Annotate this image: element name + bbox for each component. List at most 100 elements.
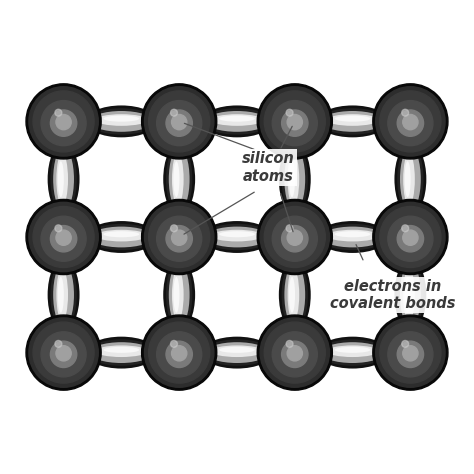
Ellipse shape bbox=[405, 277, 410, 313]
Ellipse shape bbox=[96, 346, 147, 357]
Ellipse shape bbox=[288, 154, 299, 205]
Ellipse shape bbox=[96, 114, 147, 126]
Circle shape bbox=[264, 322, 325, 383]
Circle shape bbox=[402, 340, 409, 347]
Ellipse shape bbox=[321, 111, 384, 132]
Ellipse shape bbox=[202, 339, 272, 366]
Circle shape bbox=[264, 91, 325, 152]
Circle shape bbox=[149, 207, 210, 267]
Circle shape bbox=[41, 100, 86, 146]
Ellipse shape bbox=[318, 224, 387, 250]
Ellipse shape bbox=[317, 337, 388, 369]
Ellipse shape bbox=[335, 347, 371, 353]
Circle shape bbox=[145, 202, 214, 272]
Ellipse shape bbox=[87, 339, 156, 366]
Circle shape bbox=[142, 315, 217, 390]
Ellipse shape bbox=[53, 263, 74, 326]
Circle shape bbox=[166, 226, 192, 252]
Circle shape bbox=[282, 341, 308, 367]
Circle shape bbox=[149, 91, 210, 152]
Ellipse shape bbox=[166, 260, 192, 329]
Ellipse shape bbox=[85, 221, 157, 253]
Circle shape bbox=[142, 84, 217, 159]
Ellipse shape bbox=[56, 154, 68, 205]
Ellipse shape bbox=[90, 342, 153, 363]
Ellipse shape bbox=[201, 337, 273, 369]
Ellipse shape bbox=[205, 227, 268, 247]
Ellipse shape bbox=[219, 231, 255, 237]
Ellipse shape bbox=[394, 143, 426, 215]
Ellipse shape bbox=[205, 342, 268, 363]
Circle shape bbox=[33, 91, 94, 152]
Circle shape bbox=[33, 207, 94, 267]
Circle shape bbox=[41, 216, 86, 261]
Circle shape bbox=[26, 84, 101, 159]
Ellipse shape bbox=[279, 143, 311, 215]
Circle shape bbox=[56, 114, 71, 130]
Ellipse shape bbox=[284, 263, 305, 326]
Circle shape bbox=[373, 200, 448, 274]
Circle shape bbox=[142, 200, 217, 274]
Circle shape bbox=[257, 84, 332, 159]
Circle shape bbox=[29, 318, 98, 387]
Ellipse shape bbox=[400, 148, 421, 211]
Circle shape bbox=[29, 202, 98, 272]
Ellipse shape bbox=[103, 347, 139, 353]
Circle shape bbox=[257, 315, 332, 390]
Ellipse shape bbox=[90, 227, 153, 247]
Ellipse shape bbox=[211, 114, 263, 126]
Circle shape bbox=[156, 332, 202, 377]
Ellipse shape bbox=[47, 143, 80, 215]
Ellipse shape bbox=[321, 227, 384, 247]
Circle shape bbox=[26, 315, 101, 390]
Circle shape bbox=[388, 100, 433, 146]
Circle shape bbox=[287, 346, 302, 361]
Ellipse shape bbox=[202, 108, 272, 135]
Circle shape bbox=[380, 91, 441, 152]
Ellipse shape bbox=[279, 259, 311, 331]
Ellipse shape bbox=[85, 105, 157, 137]
Ellipse shape bbox=[397, 145, 424, 214]
Ellipse shape bbox=[335, 116, 371, 122]
Circle shape bbox=[149, 322, 210, 383]
Ellipse shape bbox=[289, 161, 295, 197]
Circle shape bbox=[50, 341, 77, 367]
Ellipse shape bbox=[397, 260, 424, 329]
Circle shape bbox=[33, 322, 94, 383]
Circle shape bbox=[388, 216, 433, 261]
Circle shape bbox=[260, 318, 329, 387]
Circle shape bbox=[145, 318, 214, 387]
Circle shape bbox=[376, 202, 445, 272]
Ellipse shape bbox=[103, 231, 139, 237]
Circle shape bbox=[272, 332, 317, 377]
Circle shape bbox=[282, 110, 308, 137]
Circle shape bbox=[380, 207, 441, 267]
Circle shape bbox=[403, 114, 418, 130]
Ellipse shape bbox=[335, 231, 371, 237]
Circle shape bbox=[156, 100, 202, 146]
Circle shape bbox=[41, 332, 86, 377]
Circle shape bbox=[172, 346, 187, 361]
Ellipse shape bbox=[90, 111, 153, 132]
Ellipse shape bbox=[282, 260, 308, 329]
Circle shape bbox=[171, 109, 177, 116]
Ellipse shape bbox=[282, 145, 308, 214]
Circle shape bbox=[272, 216, 317, 261]
Circle shape bbox=[286, 340, 293, 347]
Circle shape bbox=[397, 341, 424, 367]
Ellipse shape bbox=[284, 148, 305, 211]
Ellipse shape bbox=[394, 259, 426, 331]
Ellipse shape bbox=[201, 221, 273, 253]
Circle shape bbox=[402, 109, 409, 116]
Circle shape bbox=[272, 100, 317, 146]
Circle shape bbox=[388, 332, 433, 377]
Ellipse shape bbox=[103, 116, 139, 122]
Ellipse shape bbox=[201, 105, 273, 137]
Circle shape bbox=[26, 200, 101, 274]
Ellipse shape bbox=[166, 145, 192, 214]
Ellipse shape bbox=[403, 154, 415, 205]
Circle shape bbox=[50, 226, 77, 252]
Ellipse shape bbox=[327, 230, 378, 241]
Circle shape bbox=[287, 230, 302, 246]
Ellipse shape bbox=[219, 347, 255, 353]
